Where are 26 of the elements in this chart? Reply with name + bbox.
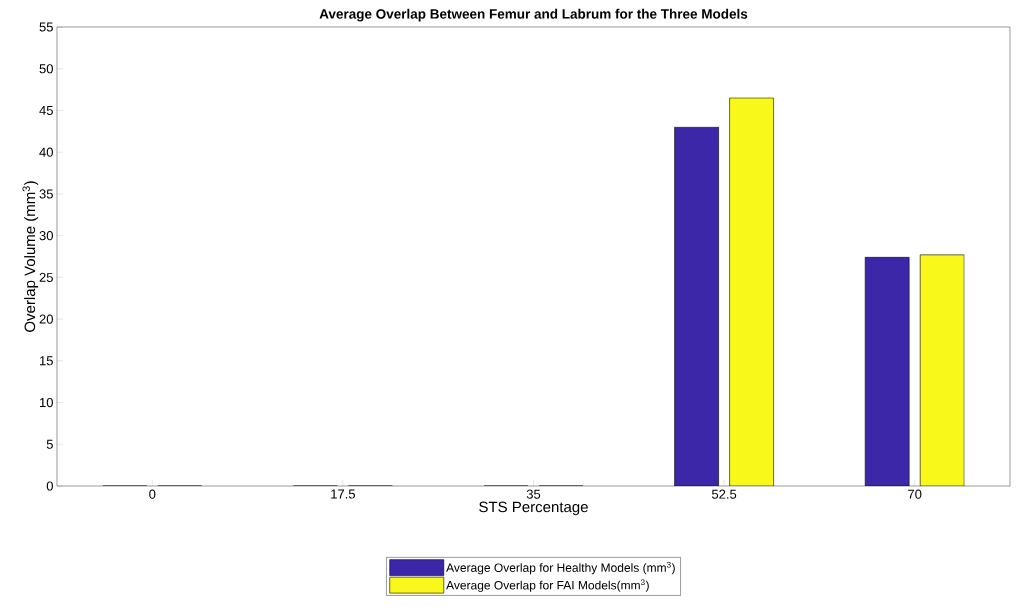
y-axis-title: Overlap Volume (mm$^{3}$) <box>22 181 39 332</box>
x-tick-label: 52.5 <box>711 489 737 499</box>
legend-label: Average Overlap for FAI Models(mm$^{3}$) <box>446 579 649 592</box>
bar <box>729 97 774 486</box>
y-tick-label: 50 <box>39 64 53 74</box>
y-tick-label: 25 <box>39 272 53 282</box>
bar <box>864 257 910 486</box>
y-tick-label: 55 <box>39 22 53 32</box>
x-tick-label: 0 <box>149 489 156 499</box>
bar <box>674 126 719 486</box>
y-tick-label: 40 <box>39 147 53 157</box>
y-tick-label: 0 <box>46 481 53 491</box>
y-tick-label: 15 <box>40 356 53 366</box>
bar <box>919 254 965 486</box>
x-tick-label: 35 <box>526 489 541 499</box>
chart-title: Average Overlap Between Femur and Labrum for the Three Models <box>319 8 748 22</box>
y-tick-label: 35 <box>39 189 53 199</box>
x-tick-label: 17.5 <box>331 489 355 499</box>
x-axis-title: STS Percentage <box>479 501 588 516</box>
y-tick-label: 5 <box>46 439 53 449</box>
x-tick-label: 70 <box>908 489 922 499</box>
y-tick-label: 45 <box>39 105 53 115</box>
legend-label: Average Overlap for Healthy Models (mm$^{3}$) <box>446 561 675 575</box>
y-tick-label: 30 <box>39 231 53 241</box>
y-tick-label: 20 <box>39 314 53 324</box>
y-tick-label: 10 <box>40 397 53 408</box>
